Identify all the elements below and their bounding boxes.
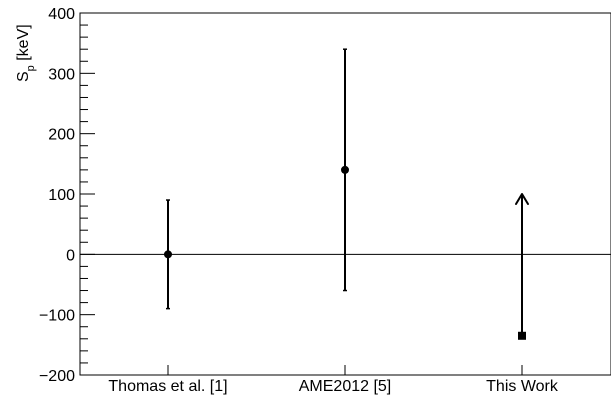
plot-layer [80,48,611,340]
y-tick-label: −100 [39,308,75,325]
y-tick-label: 100 [48,187,75,204]
y-tick-label: 400 [48,6,75,23]
y-tick-label: 200 [48,127,75,144]
lower-limit-arrow-head [515,193,529,205]
data-point-circle [164,250,172,259]
y-axis-symbol: S [15,71,32,82]
y-axis-unit: [keV] [15,24,32,65]
y-tick-label: 0 [66,247,75,264]
x-category-label: AME2012 [5] [299,378,392,395]
axis-layer: 400 300 200 100 0 −100 −200 Thomas et al. [1] AM… [39,6,559,395]
x-category-label: Thomas et al. [1] [108,378,227,395]
x-category-label: This Work [486,378,559,395]
y-axis-subscript: p [25,65,37,71]
y-tick-label: 300 [48,66,75,83]
data-point-square [518,331,526,340]
data-point-circle [341,165,349,174]
y-tick-label: −200 [39,368,75,385]
y-axis-label: Sp [keV] [15,24,37,82]
